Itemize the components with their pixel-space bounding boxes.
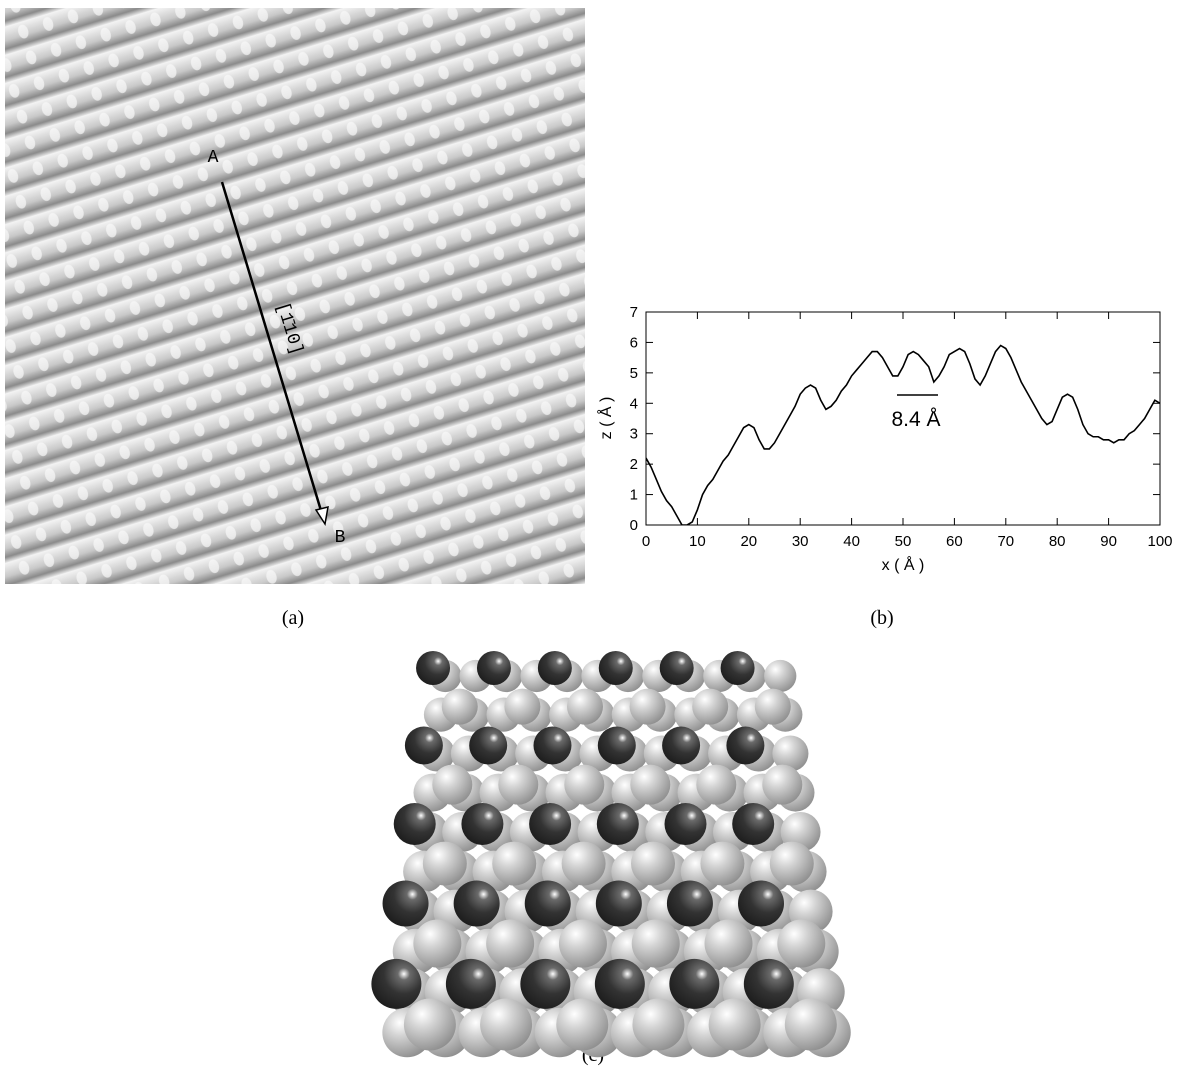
y-tick-label: 1 <box>630 487 638 504</box>
dark-atom <box>596 880 642 926</box>
light-atom <box>696 765 736 805</box>
dark-atom <box>669 959 719 1009</box>
light-atom <box>630 765 670 805</box>
dark-atom <box>454 880 500 926</box>
dark-atom <box>394 803 436 845</box>
dark-atom <box>732 803 774 845</box>
x-tick-label: 70 <box>997 533 1014 550</box>
light-atom <box>556 999 608 1051</box>
y-tick-label: 3 <box>630 426 638 443</box>
figure: A B [1̄10] (a) (b) (c) x ( Å ) z ( Å ) 8… <box>0 0 1188 1074</box>
light-atom <box>762 765 802 805</box>
dark-atom <box>662 726 700 764</box>
y-tick-label: 4 <box>630 395 638 412</box>
light-atom <box>442 689 478 725</box>
panel-label: (a) <box>282 607 304 629</box>
ball-model <box>371 651 850 1057</box>
x-tick-label: 10 <box>689 533 706 550</box>
dark-atom <box>525 880 571 926</box>
dark-atom <box>665 803 707 845</box>
x-tick-label: 0 <box>642 533 650 550</box>
panel-label: (b) <box>870 607 893 629</box>
dark-atom <box>446 959 496 1009</box>
light-atom <box>777 920 825 968</box>
light-atom <box>755 689 791 725</box>
x-tick-label: 60 <box>946 533 963 550</box>
light-atom <box>705 920 753 968</box>
y-tick-label: 0 <box>630 517 638 534</box>
x-tick-label: 40 <box>843 533 860 550</box>
y-tick-label: 6 <box>630 334 638 351</box>
light-atom <box>404 999 456 1051</box>
x-tick-label: 30 <box>792 533 809 550</box>
light-atom <box>492 842 536 886</box>
y-tick-label: 2 <box>630 456 638 473</box>
light-atom <box>498 765 538 805</box>
dark-atom <box>371 959 421 1009</box>
dark-atom <box>726 726 764 764</box>
light-atom <box>564 765 604 805</box>
light-atom <box>559 920 607 968</box>
dark-atom <box>533 726 571 764</box>
dark-atom <box>660 651 694 685</box>
dark-atom <box>461 803 503 845</box>
dark-atom <box>598 726 636 764</box>
y-axis-label: z ( Å ) <box>596 397 615 440</box>
light-atom <box>770 842 814 886</box>
point-label: A <box>208 148 219 168</box>
light-atom <box>631 842 675 886</box>
light-atom <box>692 689 728 725</box>
x-tick-label: 50 <box>895 533 912 550</box>
dark-atom <box>520 959 570 1009</box>
dark-atom <box>738 880 784 926</box>
x-tick-label: 20 <box>740 533 757 550</box>
light-atom <box>432 765 472 805</box>
stm-texture <box>5 8 585 584</box>
light-atom <box>632 920 680 968</box>
x-tick-label: 100 <box>1147 533 1172 550</box>
dark-atom <box>405 726 443 764</box>
x-tick-label: 80 <box>1049 533 1066 550</box>
light-atom <box>785 999 837 1051</box>
dark-atom <box>469 726 507 764</box>
y-tick-label: 5 <box>630 365 638 382</box>
dark-atom <box>477 651 511 685</box>
light-atom <box>486 920 534 968</box>
light-atom <box>562 842 606 886</box>
light-atom <box>413 920 461 968</box>
light-atom <box>709 999 761 1051</box>
dark-atom <box>721 651 755 685</box>
x-tick-label: 90 <box>1100 533 1117 550</box>
dark-atom <box>595 959 645 1009</box>
point-label: B <box>335 528 346 548</box>
y-tick-label: 7 <box>630 304 638 321</box>
back-atom <box>764 660 796 692</box>
light-atom <box>480 999 532 1051</box>
dark-atom <box>538 651 572 685</box>
light-atom <box>423 842 467 886</box>
page: {"figure": {"panel_a": {"label": "(a)", … <box>0 0 1188 1074</box>
light-atom <box>630 689 666 725</box>
light-atom <box>504 689 540 725</box>
dark-atom <box>416 651 450 685</box>
light-atom <box>632 999 684 1051</box>
light-atom <box>700 842 744 886</box>
dark-atom <box>529 803 571 845</box>
dark-atom <box>667 880 713 926</box>
dark-atom <box>383 880 429 926</box>
dark-atom <box>597 803 639 845</box>
dark-atom <box>599 651 633 685</box>
dark-atom <box>744 959 794 1009</box>
light-atom <box>567 689 603 725</box>
x-axis-label: x ( Å ) <box>882 555 925 574</box>
annotation: 8.4 Å <box>891 408 940 431</box>
profile-line <box>646 345 1160 525</box>
